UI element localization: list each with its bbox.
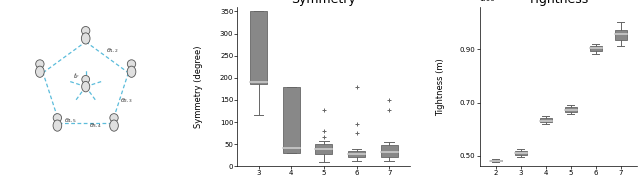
Y-axis label: Symmetry (degree): Symmetry (degree) <box>194 45 203 128</box>
Bar <box>614 30 627 40</box>
Bar <box>540 118 552 122</box>
Bar <box>283 87 300 153</box>
Ellipse shape <box>81 33 90 44</box>
Text: $\theta_{4,5}$: $\theta_{4,5}$ <box>64 116 77 125</box>
Y-axis label: Tightness (m): Tightness (m) <box>436 58 445 116</box>
Title: Symmetry: Symmetry <box>292 0 356 6</box>
Ellipse shape <box>109 120 118 131</box>
Text: $\ell_F$: $\ell_F$ <box>73 71 81 81</box>
Text: $\theta_{2,3}$: $\theta_{2,3}$ <box>120 96 133 105</box>
Bar <box>348 151 365 156</box>
Bar <box>515 151 527 155</box>
Circle shape <box>36 60 44 68</box>
Text: $\theta_{1,2}$: $\theta_{1,2}$ <box>106 47 120 55</box>
Ellipse shape <box>36 66 44 77</box>
Bar <box>564 107 577 112</box>
Bar <box>589 46 602 51</box>
Ellipse shape <box>127 66 136 77</box>
Text: $\theta_{3,4}$: $\theta_{3,4}$ <box>89 121 102 130</box>
Ellipse shape <box>82 81 90 92</box>
Bar <box>250 11 267 84</box>
Circle shape <box>127 60 136 68</box>
Ellipse shape <box>53 120 61 131</box>
Title: Tightness: Tightness <box>528 0 588 6</box>
Bar <box>490 160 502 162</box>
Text: 1.00: 1.00 <box>479 0 495 2</box>
Bar <box>381 145 397 156</box>
Bar <box>316 144 332 154</box>
Circle shape <box>82 75 90 83</box>
Circle shape <box>53 114 61 122</box>
Circle shape <box>110 114 118 122</box>
Circle shape <box>81 26 90 35</box>
